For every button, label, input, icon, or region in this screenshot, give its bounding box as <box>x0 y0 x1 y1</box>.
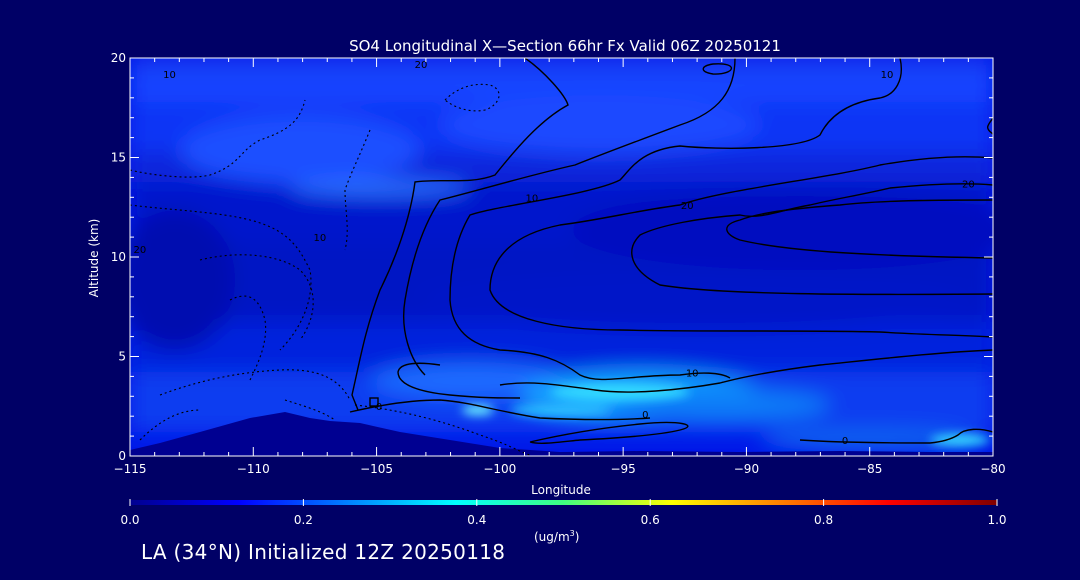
contour-label: 0 <box>376 402 382 413</box>
colorbar-unit-sup: 3 <box>570 529 575 538</box>
x-axis: −115 −110 −105 −100 −95 −90 −85 −80 <box>114 58 1006 476</box>
footer-caption: LA (34°N) Initialized 12Z 20250118 <box>141 540 506 564</box>
y-tick-label: 20 <box>111 51 126 65</box>
contour-label: 10 <box>526 193 539 204</box>
contour-lines <box>130 58 993 456</box>
contour-label: 0 <box>842 436 848 447</box>
y-axis-label: Altitude (km) <box>87 219 101 298</box>
colorbar-unit-open: (ug/m <box>534 530 570 544</box>
colorbar-ticks: 0.0 0.2 0.4 0.6 0.8 1.0 <box>120 499 1007 527</box>
contour-labels: 10 20 10 20 10 10 20 20 10 0 0 0 <box>133 60 974 447</box>
contour-label: 20 <box>133 245 146 256</box>
colorbar-tick-label: 0.4 <box>467 513 486 527</box>
y-axis: 0 5 10 15 20 <box>111 51 993 463</box>
y-tick-label: 5 <box>118 350 126 364</box>
contour-label: 20 <box>681 201 694 212</box>
contour-label: 10 <box>881 70 894 81</box>
contour-label: 0 <box>642 410 648 421</box>
contour-label: 10 <box>163 70 176 81</box>
y-tick-label: 10 <box>111 250 126 264</box>
x-tick-label: −105 <box>360 462 393 476</box>
contour-label: 10 <box>313 233 326 244</box>
x-tick-label: −100 <box>483 462 516 476</box>
colorbar-tick-label: 1.0 <box>987 513 1006 527</box>
contour-label: 20 <box>415 60 428 71</box>
colorbar-tick-label: 0.0 <box>120 513 139 527</box>
contour-label: 20 <box>962 179 975 190</box>
colorbar-unit-close: ) <box>575 530 580 544</box>
x-tick-label: −85 <box>857 462 882 476</box>
x-tick-label: −80 <box>980 462 1005 476</box>
y-tick-label: 15 <box>111 151 126 165</box>
x-tick-label: −90 <box>734 462 759 476</box>
contour-label: 10 <box>686 368 699 379</box>
colorbar-tick-label: 0.2 <box>294 513 313 527</box>
concentration-field <box>130 58 993 456</box>
x-tick-label: −110 <box>237 462 270 476</box>
x-tick-label: −115 <box>114 462 147 476</box>
colorbar-unit-label: (ug/m3) <box>534 529 579 544</box>
y-tick-label: 0 <box>118 449 126 463</box>
x-tick-label: −95 <box>610 462 635 476</box>
colorbar-tick-label: 0.6 <box>641 513 660 527</box>
x-axis-label: Longitude <box>531 483 591 497</box>
terrain-mask <box>130 412 993 456</box>
chart-title: SO4 Longitudinal X—Section 66hr Fx Valid… <box>349 37 781 55</box>
colorbar <box>130 500 997 505</box>
colorbar-tick-label: 0.8 <box>814 513 833 527</box>
